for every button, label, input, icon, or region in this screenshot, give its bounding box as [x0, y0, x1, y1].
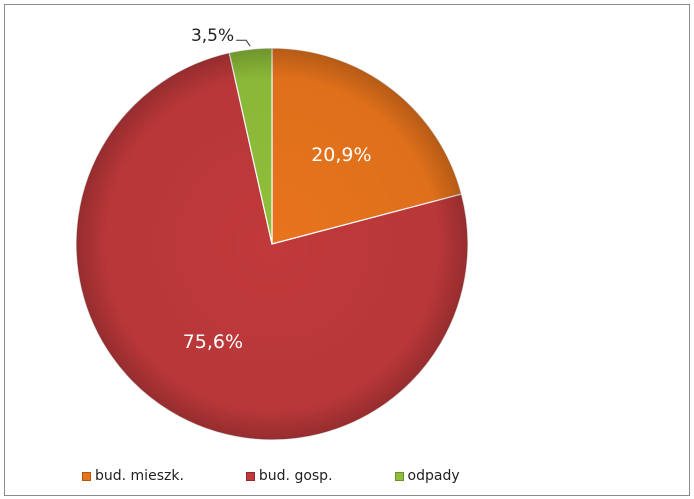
legend-item-odpady: odpady — [394, 468, 460, 484]
slice-label-0: 20,9% — [311, 144, 371, 166]
legend-swatch — [394, 471, 404, 481]
legend-swatch — [245, 471, 255, 481]
legend: bud. mieszk. bud. gosp. odpady — [82, 468, 522, 484]
legend-label: bud. mieszk. — [95, 468, 184, 484]
leader-line-2 — [236, 39, 251, 47]
legend-item-bud-mieszk: bud. mieszk. — [82, 468, 184, 484]
slice-label-2: 3,5% — [191, 26, 234, 46]
legend-swatch — [82, 471, 91, 481]
legend-label: bud. gosp. — [258, 468, 333, 484]
legend-label: odpady — [407, 468, 460, 484]
slice-label-1: 75,6% — [183, 331, 243, 353]
legend-item-bud-gosp: bud. gosp. — [245, 468, 333, 484]
